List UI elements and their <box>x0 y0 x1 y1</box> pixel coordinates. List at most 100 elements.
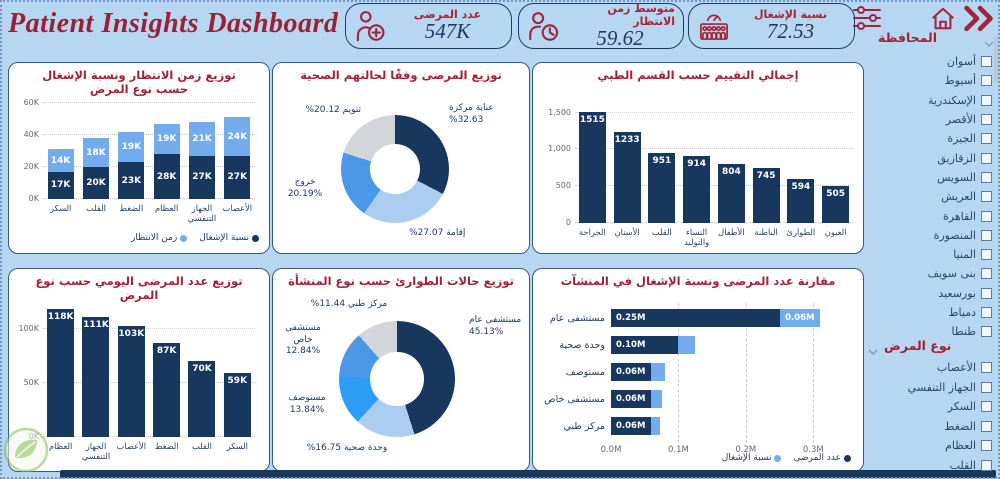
filter-sliders-icon[interactable] <box>852 5 882 31</box>
filter-item-دمياط[interactable]: دمياط <box>866 303 996 322</box>
bar[interactable]: 103K <box>117 325 145 437</box>
double-chevron-icon[interactable] <box>960 5 996 32</box>
bar-segment[interactable]: 0.06M <box>611 417 652 435</box>
bar[interactable]: 745 <box>752 168 780 223</box>
bar[interactable]: 87K <box>153 342 181 437</box>
bar[interactable]: 594 <box>787 179 815 223</box>
bar-segment[interactable]: 23K <box>118 162 145 199</box>
bar-segment[interactable]: 18K <box>82 138 109 167</box>
checkbox[interactable] <box>981 56 992 68</box>
filter-item-الإسكندرية[interactable]: الإسكندرية <box>866 91 996 110</box>
bar[interactable]: 0.06M <box>611 417 660 435</box>
bar[interactable]: 0.25M 0.06M <box>611 309 821 327</box>
filter-item-الضغط[interactable]: الضغط <box>866 417 996 437</box>
bar-segment[interactable]: 24K <box>224 117 251 156</box>
checkbox[interactable] <box>981 171 992 183</box>
legend-item[interactable]: زمن الانتظار <box>131 233 188 243</box>
bar[interactable]: 0.10M <box>611 336 696 354</box>
checkbox[interactable] <box>981 362 992 374</box>
filter-item-الأقصر[interactable]: الأقصر <box>866 110 996 129</box>
bar[interactable]: 0.06M <box>611 363 665 381</box>
disease-filter-header[interactable]: نوع المرض <box>866 338 996 356</box>
checkbox[interactable] <box>981 210 992 222</box>
filter-item-السكر[interactable]: السكر <box>866 397 996 417</box>
checkbox[interactable] <box>981 326 992 338</box>
bar-segment[interactable] <box>651 417 660 435</box>
checkbox[interactable] <box>981 133 992 145</box>
bar[interactable]: 1233 <box>613 132 641 223</box>
bar[interactable]: 804 <box>717 163 745 223</box>
bar-segment[interactable] <box>678 336 696 354</box>
checkbox[interactable] <box>981 249 992 261</box>
bar-segment[interactable]: 914 <box>683 155 711 223</box>
bar-segment[interactable]: 103K <box>117 325 145 437</box>
filter-item-العريش[interactable]: العريش <box>866 187 996 206</box>
checkbox[interactable] <box>981 307 992 318</box>
bar-segment[interactable]: 27K <box>224 155 251 199</box>
donut-chart[interactable] <box>339 321 455 437</box>
bar[interactable]: 17K 14K <box>47 149 74 199</box>
bar-segment[interactable]: 0.06M <box>779 309 821 327</box>
filter-item-الزقازيق[interactable]: الزقازيق <box>866 148 996 167</box>
bar-segment[interactable]: 951 <box>648 153 676 223</box>
filter-item-أسيوط[interactable]: أسيوط <box>866 71 996 90</box>
chevron-down-icon[interactable] <box>984 35 994 47</box>
bar[interactable]: 28K 19K <box>153 123 180 199</box>
filter-item-العظام[interactable]: العظام <box>866 436 996 456</box>
checkbox[interactable] <box>981 114 992 126</box>
checkbox[interactable] <box>981 152 992 164</box>
checkbox[interactable] <box>981 381 992 393</box>
checkbox[interactable] <box>981 440 992 452</box>
bar-segment[interactable] <box>651 363 665 381</box>
filter-item-المنصورة[interactable]: المنصورة <box>866 226 996 245</box>
bar-segment[interactable]: 1515 <box>578 111 606 223</box>
filter-item-طنطا[interactable]: طنطا <box>866 322 996 341</box>
bar-segment[interactable]: 745 <box>752 168 780 223</box>
bar[interactable]: 27K 24K <box>224 117 251 199</box>
bar[interactable]: 118K <box>47 309 75 437</box>
filter-item-بورسعيد[interactable]: بورسعيد <box>866 284 996 303</box>
filter-item-الجيزة[interactable]: الجيزة <box>866 129 996 148</box>
filter-item-القاهرة[interactable]: القاهرة <box>866 206 996 225</box>
bar-segment[interactable]: 0.10M <box>611 336 679 354</box>
bar-segment[interactable]: 70K <box>188 361 216 437</box>
bar-segment[interactable]: 17K <box>47 171 74 199</box>
filter-item-المنيا[interactable]: المنيا <box>866 245 996 264</box>
bar-segment[interactable]: 1233 <box>613 132 641 223</box>
filter-item-السويس[interactable]: السويس <box>866 168 996 187</box>
bar-segment[interactable]: 59K <box>223 373 251 437</box>
bar-segment[interactable]: 0.06M <box>611 363 652 381</box>
checkbox[interactable] <box>981 287 992 299</box>
bar[interactable]: 914 <box>683 155 711 223</box>
bar-segment[interactable]: 0.25M <box>611 309 780 327</box>
bar-segment[interactable]: 19K <box>153 123 180 155</box>
bar[interactable]: 23K 19K <box>118 131 145 199</box>
filter-item-القلب[interactable]: القلب <box>866 456 996 476</box>
checkbox[interactable] <box>981 420 992 432</box>
bar-segment[interactable]: 20K <box>82 167 109 199</box>
bar[interactable]: 59K <box>223 373 251 437</box>
checkbox[interactable] <box>981 229 992 241</box>
bar-segment[interactable]: 19K <box>118 131 145 163</box>
bar-segment[interactable]: 804 <box>717 163 745 223</box>
bar-segment[interactable]: 27K <box>188 155 215 199</box>
bar[interactable]: 20K 18K <box>82 138 109 199</box>
bar-segment[interactable]: 14K <box>47 149 74 172</box>
bar-segment[interactable]: 21K <box>188 122 215 156</box>
bar-segment[interactable]: 118K <box>47 309 75 437</box>
checkbox[interactable] <box>981 268 992 280</box>
checkbox[interactable] <box>981 191 992 203</box>
bar[interactable]: 1515 <box>578 111 606 223</box>
checkbox[interactable] <box>981 401 992 413</box>
filter-item-الأعصاب[interactable]: الأعصاب <box>866 358 996 378</box>
checkbox[interactable] <box>981 75 992 87</box>
bar[interactable]: 505 <box>822 185 850 223</box>
home-icon[interactable] <box>928 6 958 32</box>
donut-chart[interactable] <box>341 115 449 223</box>
scrollbar-thumb[interactable] <box>994 36 999 82</box>
checkbox[interactable] <box>981 94 992 106</box>
legend-item[interactable]: نسبة الإشغال <box>722 453 782 463</box>
governorate-filter-header[interactable]: المحافظة <box>866 30 996 48</box>
bar[interactable]: 27K 21K <box>188 122 215 199</box>
legend-item[interactable]: نسبة الإشغال <box>199 233 259 243</box>
